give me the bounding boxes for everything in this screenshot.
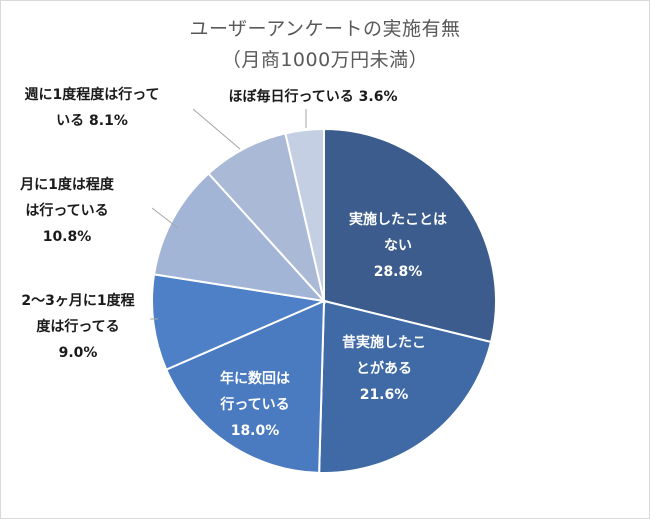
slice-category-label: 実施したことは: [349, 211, 447, 228]
pie-slice: [284, 127, 325, 302]
pie-slice: [207, 132, 326, 305]
pie-slice: [323, 127, 497, 344]
leader-line: [192, 108, 241, 150]
slice-value-label: 18.0%: [231, 423, 280, 439]
slice-value-label: 9.0%: [59, 345, 98, 361]
slice-category-label: は行っている: [25, 202, 108, 219]
slice-category-label: ない: [384, 238, 412, 254]
pie-slice: [164, 299, 326, 474]
pie-slice: [318, 299, 493, 474]
slice-category-label: 度は行ってる: [36, 318, 119, 335]
slice-category-label: 2〜3ヶ月に1度程: [21, 292, 134, 309]
slice-value-label: 28.8%: [374, 264, 423, 280]
chart-subtitle: （月商1000万円未満）: [221, 49, 429, 71]
pie-slice: [152, 172, 327, 303]
leader-line: [151, 207, 179, 229]
slice-category-label: 週に1度程度は行って: [24, 86, 159, 103]
slice-category-label: 行っている: [219, 396, 289, 413]
slice-category-label: ほぼ毎日行っている 3.6%: [228, 88, 397, 105]
chart-title: ユーザーアンケートの実施有無: [189, 18, 461, 40]
slice-category-label: 年に数回は: [220, 370, 290, 387]
slice-category-label: 昔実施したこ: [342, 334, 426, 351]
slice-value-label: 21.6%: [360, 387, 409, 403]
slice-category-label: 月に1度は程度: [19, 176, 115, 193]
slice-category-label: とがある: [356, 360, 412, 377]
slice-value-label: 10.8%: [43, 229, 92, 245]
pie-slice: [151, 273, 328, 371]
slice-category-label: いる 8.1%: [56, 113, 128, 129]
